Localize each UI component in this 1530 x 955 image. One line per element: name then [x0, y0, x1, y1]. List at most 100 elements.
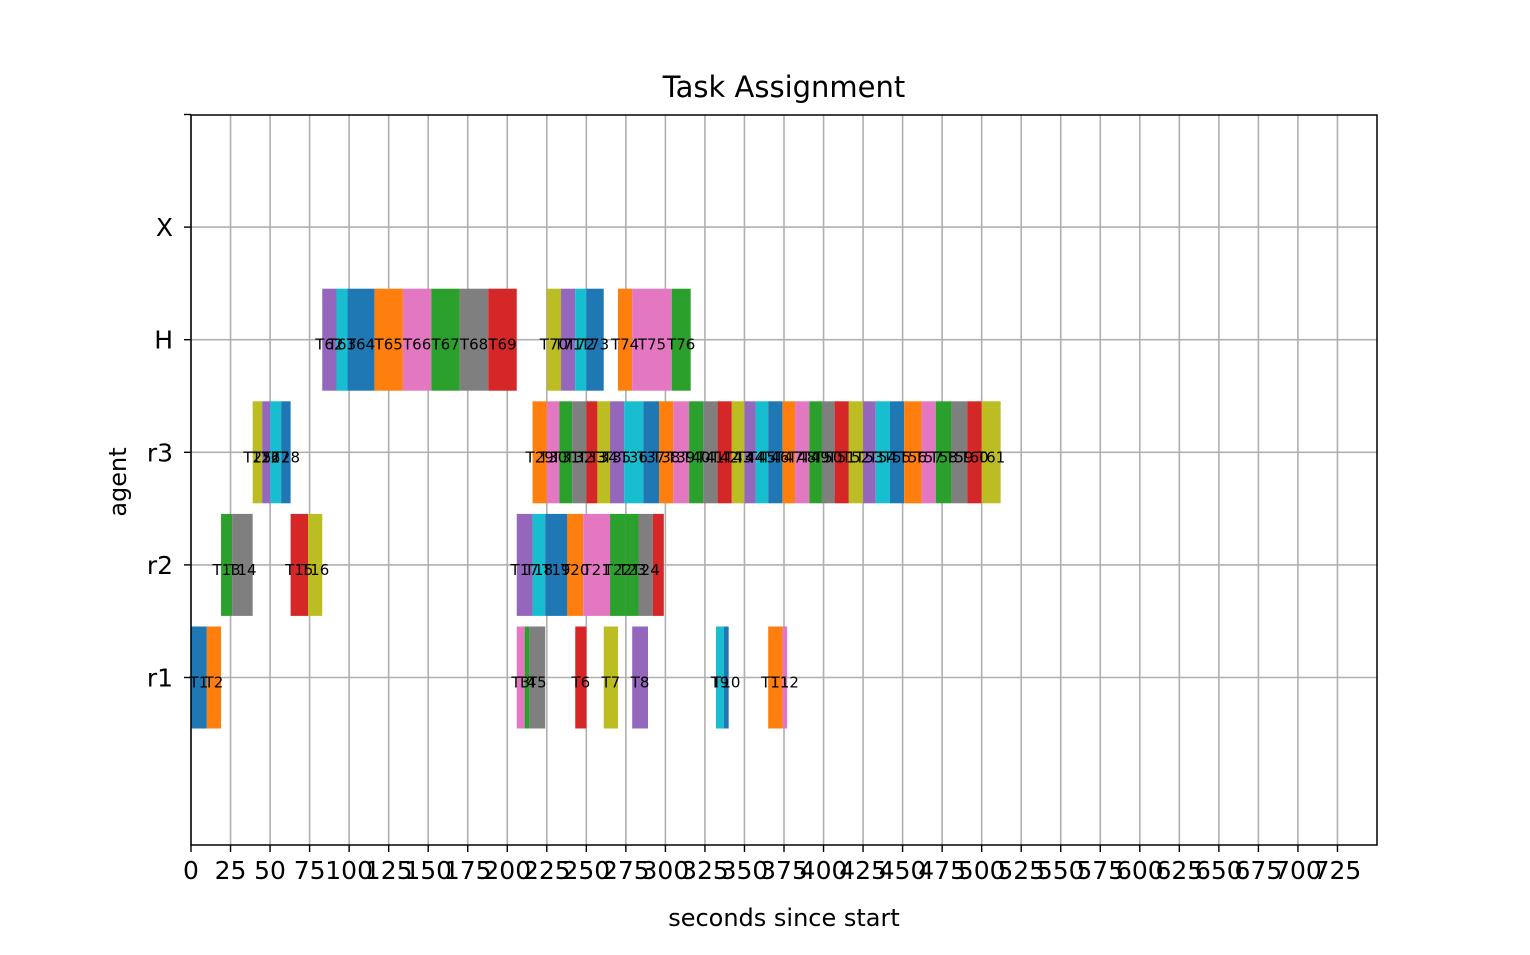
task-bar	[575, 288, 587, 391]
task-bar-label: T4	[517, 674, 537, 692]
task-bar	[632, 626, 649, 729]
task-bar-label: T15	[284, 561, 313, 579]
task-bar-label: T65	[374, 336, 403, 354]
task-bar	[488, 288, 517, 391]
task-bar-label: T12	[770, 674, 799, 692]
task-bar-label: T40	[681, 448, 710, 466]
task-bar-label: T29	[525, 448, 554, 466]
x-tick-label: 150	[404, 856, 452, 885]
x-axis-title: seconds since start	[668, 904, 900, 932]
x-tick-label: 700	[1274, 856, 1322, 885]
task-bar	[347, 288, 375, 391]
task-bar	[731, 401, 745, 504]
task-bar	[717, 401, 732, 504]
x-tick-label: 675	[1235, 856, 1283, 885]
task-bar-label: T54	[868, 448, 897, 466]
x-tick-label: 600	[1116, 856, 1164, 885]
task-bar-label: T48	[787, 448, 816, 466]
task-bar	[821, 401, 835, 504]
task-bar-label: T31	[551, 448, 580, 466]
task-bar	[967, 401, 982, 504]
task-bar-label: T57	[914, 448, 943, 466]
task-bar	[610, 401, 625, 504]
task-bar	[809, 401, 822, 504]
task-bar	[848, 401, 864, 504]
task-bar	[546, 288, 562, 391]
y-tick-label: r1	[147, 664, 173, 693]
task-bar	[603, 626, 618, 729]
task-bar-label: T5	[527, 674, 547, 692]
task-bar	[572, 401, 587, 504]
task-bar	[723, 626, 729, 729]
x-tick-label: 525	[997, 856, 1045, 885]
task-bar	[290, 513, 309, 616]
x-tick-label: 25	[215, 856, 247, 885]
task-bar	[221, 513, 233, 616]
task-bar-label: T13	[211, 561, 240, 579]
x-tick-label: 75	[294, 856, 326, 885]
task-bar	[671, 288, 691, 391]
task-bar	[232, 513, 253, 616]
y-axis-title: agent	[104, 447, 132, 516]
task-bar	[252, 401, 263, 504]
task-bar-label: T36	[619, 448, 648, 466]
task-bar-label: T22	[603, 561, 632, 579]
task-bar-label: T52	[841, 448, 870, 466]
task-bar-label: T55	[882, 448, 911, 466]
task-bar-label: T6	[570, 674, 590, 692]
task-bar-label: T74	[610, 336, 639, 354]
task-bar-label: T53	[854, 448, 883, 466]
y-tick-label: r3	[147, 438, 173, 467]
task-bar	[459, 288, 489, 391]
task-bar-label: T76	[666, 336, 695, 354]
task-bar-label: T67	[430, 336, 459, 354]
task-bar	[673, 401, 690, 504]
x-tick-label: 300	[642, 856, 690, 885]
task-bar-label: T45	[747, 448, 776, 466]
task-bar	[782, 626, 788, 729]
task-bar	[546, 401, 560, 504]
task-bar-label: T16	[300, 561, 329, 579]
x-tick-label: 100	[325, 856, 373, 885]
task-bar-label: T32	[564, 448, 593, 466]
task-bar	[532, 401, 547, 504]
x-tick-label: 200	[483, 856, 531, 885]
task-bar-label: T10	[711, 674, 740, 692]
task-bar	[904, 401, 922, 504]
task-bar-label: T56	[898, 448, 927, 466]
task-bar-label: T58	[929, 448, 958, 466]
task-bar-label: T51	[827, 448, 856, 466]
task-bar-label: T11	[760, 674, 789, 692]
x-tick-label: 450	[879, 856, 927, 885]
task-bar	[516, 513, 533, 616]
x-tick-label: 125	[365, 856, 413, 885]
x-tick-label: 650	[1195, 856, 1243, 885]
task-bar	[744, 401, 756, 504]
task-bar	[617, 288, 633, 391]
task-bar	[583, 513, 611, 616]
task-bar	[374, 288, 403, 391]
task-bar-label: T14	[227, 561, 256, 579]
x-tick-label: 500	[958, 856, 1006, 885]
task-bar	[624, 401, 644, 504]
task-bar-label: T1	[189, 674, 209, 692]
task-bar-label: T17	[510, 561, 539, 579]
task-bar	[524, 626, 530, 729]
task-bar	[795, 401, 810, 504]
task-bar-label: T50	[813, 448, 842, 466]
task-bar	[561, 288, 576, 391]
task-bar	[768, 626, 783, 729]
x-tick-label: 375	[760, 856, 808, 885]
x-tick-label: 575	[1076, 856, 1124, 885]
task-bar	[431, 288, 460, 391]
task-bar	[586, 401, 598, 504]
task-bar	[625, 513, 639, 616]
task-bar	[863, 401, 876, 504]
task-bar-label: T59	[944, 448, 973, 466]
task-bar-label: T43	[723, 448, 752, 466]
x-tick-label: 550	[1037, 856, 1085, 885]
x-tick-label: 250	[562, 856, 610, 885]
task-bar	[834, 401, 849, 504]
task-bar-label: T7	[600, 674, 620, 692]
